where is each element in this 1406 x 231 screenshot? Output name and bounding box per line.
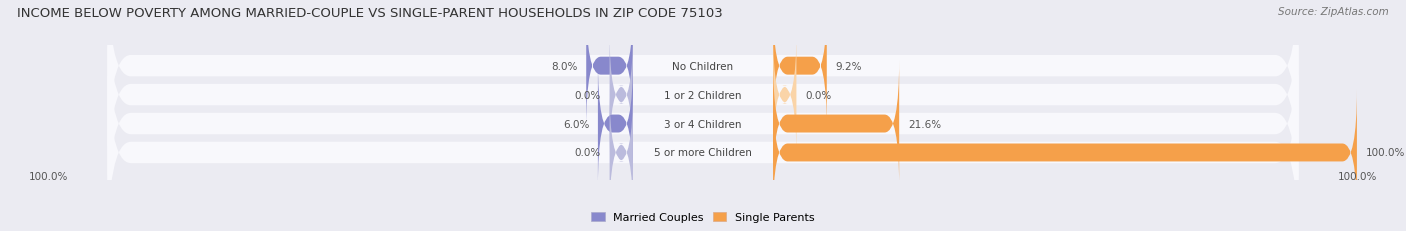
- Text: 100.0%: 100.0%: [1339, 171, 1378, 181]
- Text: 0.0%: 0.0%: [806, 90, 831, 100]
- FancyBboxPatch shape: [773, 3, 827, 129]
- FancyBboxPatch shape: [773, 61, 900, 187]
- Text: 9.2%: 9.2%: [835, 61, 862, 71]
- Text: INCOME BELOW POVERTY AMONG MARRIED-COUPLE VS SINGLE-PARENT HOUSEHOLDS IN ZIP COD: INCOME BELOW POVERTY AMONG MARRIED-COUPL…: [17, 7, 723, 20]
- Text: Source: ZipAtlas.com: Source: ZipAtlas.com: [1278, 7, 1389, 17]
- Text: 21.6%: 21.6%: [908, 119, 941, 129]
- Text: 0.0%: 0.0%: [575, 148, 600, 158]
- FancyBboxPatch shape: [773, 90, 1357, 216]
- FancyBboxPatch shape: [107, 19, 1299, 229]
- Text: 1 or 2 Children: 1 or 2 Children: [664, 90, 742, 100]
- FancyBboxPatch shape: [107, 48, 1299, 231]
- Text: 100.0%: 100.0%: [1365, 148, 1405, 158]
- FancyBboxPatch shape: [586, 3, 633, 129]
- Legend: Married Couples, Single Parents: Married Couples, Single Parents: [588, 209, 818, 225]
- FancyBboxPatch shape: [598, 61, 633, 187]
- Text: 8.0%: 8.0%: [551, 61, 578, 71]
- Text: 0.0%: 0.0%: [575, 90, 600, 100]
- Text: 5 or more Children: 5 or more Children: [654, 148, 752, 158]
- FancyBboxPatch shape: [773, 32, 796, 158]
- FancyBboxPatch shape: [610, 32, 633, 158]
- Text: No Children: No Children: [672, 61, 734, 71]
- Text: 6.0%: 6.0%: [562, 119, 589, 129]
- FancyBboxPatch shape: [107, 0, 1299, 171]
- Text: 3 or 4 Children: 3 or 4 Children: [664, 119, 742, 129]
- Text: 100.0%: 100.0%: [28, 171, 67, 181]
- FancyBboxPatch shape: [610, 90, 633, 216]
- FancyBboxPatch shape: [107, 0, 1299, 200]
